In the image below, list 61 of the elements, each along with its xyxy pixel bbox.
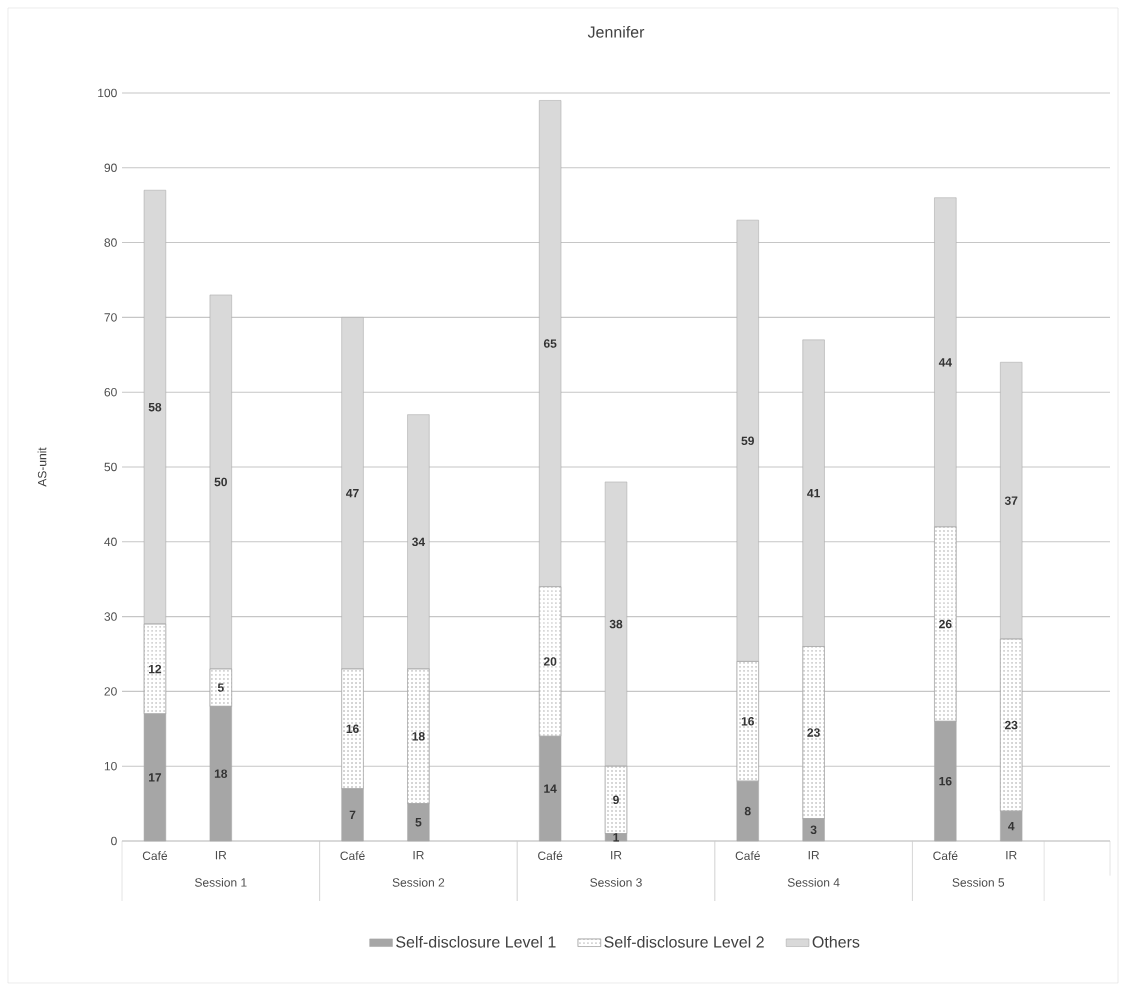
data-label: 7 <box>349 810 356 819</box>
data-label: 14 <box>544 784 557 793</box>
data-label: 18 <box>412 732 425 741</box>
data-label: 37 <box>1004 496 1018 505</box>
data-label: 65 <box>543 339 557 348</box>
data-label: 58 <box>148 402 162 412</box>
data-label: 41 <box>807 489 820 498</box>
data-label: 9 <box>613 795 619 805</box>
data-label: 18 <box>214 769 228 778</box>
x-tick-label: IR <box>1006 851 1017 860</box>
data-label: 3 <box>810 825 817 835</box>
x-tick-label: Café <box>340 851 365 860</box>
data-label: 34 <box>412 537 426 547</box>
data-label: 17 <box>149 773 162 782</box>
x-tick-label: IR <box>808 851 820 860</box>
y-tick-label: 30 <box>104 612 117 621</box>
x-tick-label: Café <box>933 851 958 860</box>
x-tick-label: IR <box>611 851 622 860</box>
y-tick-label: 20 <box>104 687 117 696</box>
text: Session 4 <box>787 877 840 887</box>
data-label: 16 <box>346 724 359 734</box>
data-label: 5 <box>217 683 224 692</box>
data-label: 4 <box>1008 821 1015 831</box>
y-axis-title: AS-unit <box>37 447 47 487</box>
legend-label: Self-disclosure Level 2 <box>604 935 764 948</box>
legend-label: Others <box>812 935 860 948</box>
data-label: 44 <box>938 358 952 367</box>
data-label: 12 <box>149 664 162 674</box>
y-tick-label: 10 <box>104 761 117 771</box>
y-tick-label: 0 <box>111 836 117 846</box>
data-label: 47 <box>346 489 359 498</box>
text: Session 5 <box>952 877 1005 887</box>
x-tick-label: IR <box>215 851 227 860</box>
data-label: 38 <box>609 619 623 629</box>
y-tick-label: 80 <box>104 238 117 247</box>
data-label: 59 <box>741 436 754 446</box>
data-label: 50 <box>214 477 227 487</box>
data-label: 26 <box>939 619 952 629</box>
y-tick-label: 90 <box>104 163 117 173</box>
x-tick-label: IR <box>413 851 424 860</box>
y-tick-label: 100 <box>98 88 117 98</box>
data-label: 16 <box>939 776 952 786</box>
legend-label: Self-disclosure Level 1 <box>396 935 556 948</box>
text: Session 1 <box>195 877 247 887</box>
y-tick-label: 70 <box>104 313 117 322</box>
data-label: 23 <box>807 728 820 737</box>
chart-title: Jennifer <box>587 26 645 38</box>
y-tick-label: 50 <box>104 462 117 472</box>
text: Session 2 <box>392 877 445 887</box>
data-label: 1 <box>613 833 620 842</box>
x-tick-label: Café <box>735 851 760 860</box>
data-label: 16 <box>741 717 754 726</box>
data-label: 20 <box>543 657 557 666</box>
data-label: 8 <box>744 806 751 816</box>
data-label: 23 <box>1004 720 1018 730</box>
x-tick-label: Café <box>142 851 168 860</box>
text: Session 3 <box>590 877 642 887</box>
y-tick-label: 60 <box>104 387 117 397</box>
data-label: 5 <box>415 818 422 827</box>
x-tick-label: Café <box>538 851 563 860</box>
y-tick-label: 40 <box>104 537 117 547</box>
